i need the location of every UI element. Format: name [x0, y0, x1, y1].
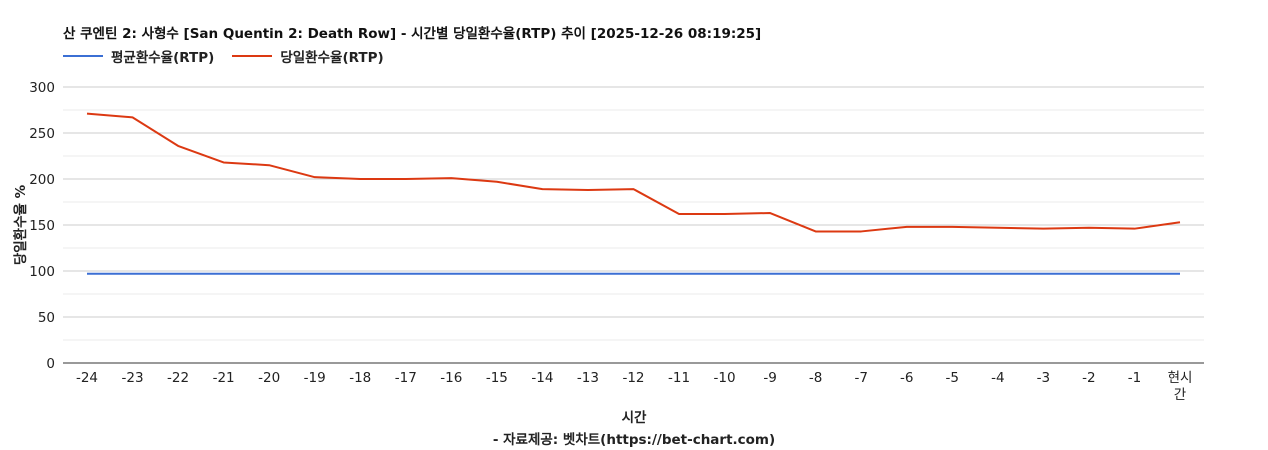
x-tick-label: -13 — [577, 370, 599, 386]
legend-item-daily-rtp[interactable]: 당일환수율(RTP) — [232, 46, 384, 66]
y-tick-label: 200 — [29, 172, 55, 188]
x-tick-label: -20 — [258, 370, 280, 386]
x-tick-label: -7 — [854, 370, 867, 386]
x-tick-label: -11 — [668, 370, 690, 386]
y-tick-label: 300 — [29, 80, 55, 96]
legend: 평균환수율(RTP) 당일환수율(RTP) — [63, 46, 384, 66]
x-tick-label: -22 — [167, 370, 189, 386]
x-tick-label: -4 — [991, 370, 1004, 386]
x-tick-label: -5 — [946, 370, 959, 386]
x-tick-label: -21 — [213, 370, 235, 386]
x-tick-label: -18 — [349, 370, 371, 386]
legend-swatch-average — [63, 55, 103, 57]
legend-label-daily: 당일환수율(RTP) — [280, 50, 384, 66]
x-tick-label: -12 — [622, 370, 644, 386]
source-credit: - 자료제공: 벳차트(https://bet-chart.com) — [492, 432, 776, 448]
x-tick-label: -19 — [304, 370, 326, 386]
y-tick-label: 50 — [38, 310, 55, 326]
x-tick-label: -24 — [76, 370, 98, 386]
x-tick-label: -9 — [763, 370, 776, 386]
x-tick-label: -16 — [440, 370, 462, 386]
x-tick-label: -1 — [1128, 370, 1141, 386]
x-tick-label: -3 — [1037, 370, 1050, 386]
x-tick-label: -23 — [122, 370, 144, 386]
x-tick-label: -10 — [714, 370, 736, 386]
daily-rtp-line — [86, 112, 1181, 233]
x-tick-label: -14 — [531, 370, 553, 386]
x-tick-label: -6 — [900, 370, 913, 386]
y-tick-label: 150 — [29, 218, 55, 234]
x-tick-label: -8 — [809, 370, 822, 386]
x-tick-label: -17 — [395, 370, 417, 386]
y-tick-label: 250 — [29, 126, 55, 142]
x-tick-label: 현시 간 — [1168, 370, 1193, 403]
y-tick-label: 100 — [29, 264, 55, 280]
x-axis-label: 시간 — [621, 410, 647, 426]
x-tick-label: -2 — [1082, 370, 1095, 386]
legend-label-average: 평균환수율(RTP) — [111, 50, 215, 66]
chart-title: 산 쿠엔틴 2: 사형수 [San Quentin 2: Death Row] … — [63, 26, 762, 42]
x-tick-label: -15 — [486, 370, 508, 386]
legend-item-average-rtp[interactable]: 평균환수율(RTP) — [63, 46, 214, 66]
legend-swatch-daily — [232, 55, 273, 57]
y-tick-label: 0 — [46, 356, 55, 372]
